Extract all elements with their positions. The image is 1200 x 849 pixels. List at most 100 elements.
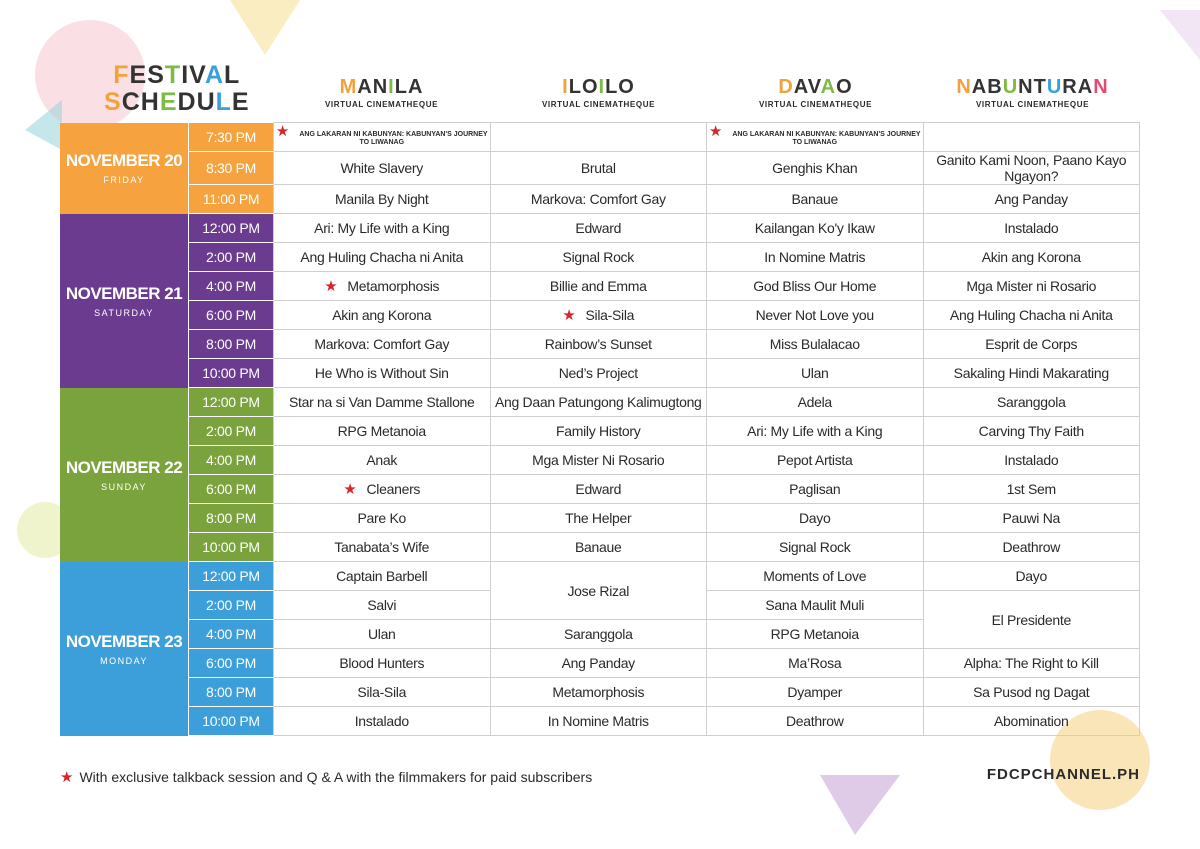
- schedule-row: 8:00 PM Pare Ko The Helper Dayo Pauwi Na: [60, 503, 1140, 533]
- film-title: Ma’Rosa: [788, 655, 842, 671]
- film-cell: Brutal: [489, 151, 707, 185]
- film-title: Deathrow: [1002, 539, 1061, 555]
- film-title: In Nomine Matris: [764, 249, 866, 265]
- film-cell: Miss Bulalacao: [706, 329, 924, 359]
- film-title: Ned’s Project: [558, 365, 638, 381]
- schedule-row: 10:00 PM He Who is Without Sin Ned’s Proje…: [60, 358, 1140, 388]
- day-weekday: FRIDAY: [103, 175, 145, 185]
- film-title: He Who is Without Sin: [314, 365, 449, 381]
- film-title: Metamorphosis: [347, 278, 440, 294]
- film-cell: Ang Daan Patungong Kalimugtong: [489, 387, 707, 417]
- venue-subtitle: VIRTUAL CINEMATHEQUE: [541, 100, 656, 109]
- film-cell: Sakaling Hindi Makarating: [922, 358, 1140, 388]
- film-title: Brutal: [580, 160, 616, 176]
- film-title: Instalado: [354, 713, 409, 729]
- film-title: Ang Panday: [994, 191, 1069, 207]
- time-cell: 6:00 PM: [188, 474, 274, 504]
- film-title: Paglisan: [789, 481, 841, 497]
- day-date: NOVEMBER 20: [65, 151, 183, 170]
- film-title: God Bliss Our Home: [753, 278, 877, 294]
- time-cell: 7:30 PM: [188, 122, 274, 152]
- film-cell: RPG Metanoia: [273, 416, 491, 446]
- footnote-text: With exclusive talkback session and Q & …: [79, 769, 593, 785]
- film-title: Akin ang Korona: [332, 307, 432, 323]
- time-cell: 10:00 PM: [188, 532, 274, 562]
- film-title: Never Not Love you: [755, 307, 875, 323]
- film-cell: Edward: [489, 213, 707, 243]
- film-cell: Instalado: [922, 445, 1140, 475]
- film-cell: Ang Panday: [922, 184, 1140, 214]
- film-title: Ang Huling Chacha ni Anita: [949, 307, 1113, 323]
- film-cell: Pepot Artista: [706, 445, 924, 475]
- film-cell: Ned’s Project: [489, 358, 707, 388]
- schedule-row: 6:00 PM ★ Cleaners Edward Paglisan 1st Sem: [60, 474, 1140, 504]
- title-line: FESTIVAL: [113, 61, 241, 89]
- time-cell: 2:00 PM: [188, 242, 274, 272]
- film-cell: Sa Pusod ng Dagat: [922, 677, 1140, 707]
- day-cell: NOVEMBER 20 FRIDAY: [60, 122, 189, 214]
- film-cell: Ulan: [706, 358, 924, 388]
- film-title: Rainbow’s Sunset: [544, 336, 652, 352]
- film-title: Markova: Comfort Gay: [314, 336, 450, 352]
- empty-cell: [922, 122, 1140, 152]
- schedule-row: 6:00 PM Akin ang Korona ★ Sila-Sila Never No…: [60, 300, 1140, 330]
- day-weekday: SUNDAY: [101, 481, 147, 492]
- film-cell: Ang Huling Chacha ni Anita: [922, 300, 1140, 330]
- website: FDCPCHANNEL.PH: [986, 766, 1140, 783]
- film-title: Edward: [575, 220, 622, 236]
- day-date: NOVEMBER 21: [65, 283, 183, 303]
- day-weekday: MONDAY: [100, 655, 148, 666]
- venue-subtitle: VIRTUAL CINEMATHEQUE: [758, 100, 873, 109]
- schedule-row: NOVEMBER 23 MONDAY 12:00 PM Captain Barbell…: [60, 561, 1140, 736]
- film-title: White Slavery: [340, 160, 424, 176]
- film-cell: Saranggola: [922, 387, 1140, 417]
- venue-name: MANILA: [339, 76, 424, 98]
- film-cell: Paglisan: [706, 474, 924, 504]
- film-cell: Pauwi Na: [922, 503, 1140, 533]
- film-title: Edward: [575, 481, 622, 497]
- schedule-row: 10:00 PM Instalado In Nomine Matris Deathro…: [60, 706, 1140, 736]
- film-cell: Mga Mister ni Rosario: [922, 271, 1140, 301]
- day-date: NOVEMBER 23: [65, 631, 183, 651]
- film-title: ANG LAKARAN NI KABUNYAN: KABUNYAN'S JOUR…: [299, 130, 488, 146]
- film-cell: In Nomine Matris: [489, 706, 707, 736]
- film-cell: Banaue: [489, 532, 707, 562]
- film-cell: Billie and Emma: [489, 271, 707, 301]
- film-title: Kailangan Ko'y Ikaw: [754, 220, 875, 236]
- schedule-row: NOVEMBER 22 SUNDAY 12:00 PM Star na si Van …: [60, 387, 1140, 562]
- film-title: Dayo: [799, 510, 831, 526]
- time-cell: 6:00 PM: [188, 300, 274, 330]
- film-cell: Pare Ko: [273, 503, 491, 533]
- schedule-row: 11:00 PM Manila By Night Markova: Comfort …: [60, 184, 1140, 214]
- film-title: Captain Barbell: [336, 568, 428, 584]
- film-cell: Dyamper: [706, 677, 924, 707]
- schedule-row: 8:00 PM Sila-Sila Metamorphosis Dyamper Sa P…: [60, 677, 1140, 707]
- film-title: 1st Sem: [1006, 481, 1057, 497]
- film-title: El Presidente: [991, 611, 1072, 628]
- film-cell: God Bliss Our Home: [706, 271, 924, 301]
- schedule-row: 4:00 PM Ulan Saranggola RPG Metanoia: [60, 619, 1140, 649]
- film-title: Instalado: [1004, 452, 1059, 468]
- film-title: Ang Panday: [561, 655, 636, 671]
- film-cell: Alpha: The Right to Kill: [922, 648, 1140, 678]
- film-title: Ang Daan Patungong Kalimugtong: [494, 394, 702, 410]
- time-cell: 10:00 PM: [188, 358, 274, 388]
- film-cell: Abomination: [922, 706, 1140, 736]
- film-cell: Signal Rock: [489, 242, 707, 272]
- venue-subtitle: VIRTUAL CINEMATHEQUE: [324, 100, 439, 109]
- film-title: Blood Hunters: [339, 655, 425, 671]
- star-icon: ★: [562, 307, 576, 324]
- film-cell: Instalado: [922, 213, 1140, 243]
- film-cell: Deathrow: [706, 706, 924, 736]
- film-cell: Genghis Khan: [706, 151, 924, 185]
- venue-header: MANILA VIRTUAL CINEMATHEQUE: [273, 76, 490, 109]
- film-cell: Ma’Rosa: [706, 648, 924, 678]
- venue-name: ILOILO: [562, 76, 635, 98]
- film-cell: Jose Rizal: [489, 561, 707, 620]
- film-cell: Saranggola: [489, 619, 707, 649]
- film-cell: RPG Metanoia: [706, 619, 924, 649]
- film-cell: Ari: My Life with a King: [273, 213, 491, 243]
- film-cell: ★ ANG LAKARAN NI KABUNYAN: KABUNYAN'S JOU…: [273, 122, 491, 152]
- film-cell: White Slavery: [273, 151, 491, 185]
- film-title: Tanabata’s Wife: [334, 539, 430, 555]
